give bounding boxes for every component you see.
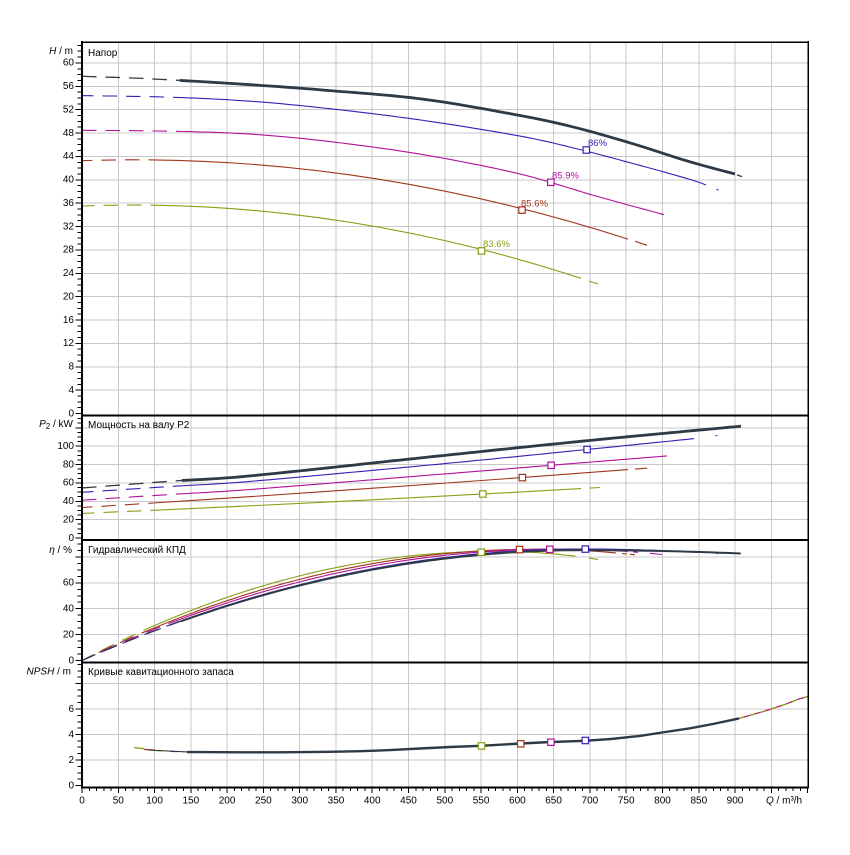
svg-text:16: 16 [63, 315, 75, 326]
svg-text:20: 20 [63, 291, 75, 302]
svg-text:50: 50 [113, 796, 125, 807]
svg-text:250: 250 [255, 796, 272, 807]
svg-text:60: 60 [63, 578, 75, 589]
svg-text:600: 600 [509, 796, 526, 807]
svg-text:60: 60 [63, 478, 75, 489]
svg-text:400: 400 [364, 796, 381, 807]
svg-text:8: 8 [68, 362, 74, 373]
svg-text:Мощность на валу P2: Мощность на валу P2 [88, 420, 190, 431]
svg-text:20: 20 [63, 514, 75, 525]
svg-text:η / %: η / % [49, 545, 72, 556]
svg-text:Q / m³/h: Q / m³/h [766, 796, 802, 807]
svg-text:750: 750 [618, 796, 635, 807]
svg-text:52: 52 [63, 105, 75, 116]
svg-text:12: 12 [63, 338, 75, 349]
svg-text:0: 0 [68, 408, 74, 419]
svg-text:80: 80 [63, 459, 75, 470]
svg-text:650: 650 [545, 796, 562, 807]
svg-text:0: 0 [68, 533, 74, 544]
svg-text:100: 100 [57, 441, 74, 452]
svg-text:150: 150 [182, 796, 199, 807]
svg-text:4: 4 [68, 729, 74, 740]
svg-text:44: 44 [63, 151, 75, 162]
svg-text:Напор: Напор [88, 48, 118, 59]
svg-text:Кривые кавитационного запаса: Кривые кавитационного запаса [88, 667, 234, 678]
svg-text:86%: 86% [588, 138, 608, 149]
svg-text:0: 0 [68, 780, 74, 791]
svg-text:700: 700 [582, 796, 599, 807]
svg-text:83.6%: 83.6% [483, 239, 510, 250]
svg-text:900: 900 [727, 796, 744, 807]
svg-text:56: 56 [63, 81, 75, 92]
svg-text:350: 350 [328, 796, 345, 807]
svg-text:24: 24 [63, 268, 75, 279]
svg-text:0: 0 [68, 655, 74, 666]
svg-text:40: 40 [63, 496, 75, 507]
svg-text:85.9%: 85.9% [552, 171, 579, 182]
svg-text:NPSH / m: NPSH / m [27, 667, 71, 678]
svg-text:28: 28 [63, 245, 75, 256]
svg-text:48: 48 [63, 128, 75, 139]
svg-text:6: 6 [68, 704, 74, 715]
svg-text:500: 500 [436, 796, 453, 807]
svg-text:450: 450 [400, 796, 417, 807]
svg-text:32: 32 [63, 221, 75, 232]
svg-text:36: 36 [63, 198, 75, 209]
svg-text:60: 60 [63, 58, 75, 69]
svg-text:20: 20 [63, 629, 75, 640]
svg-text:P2 / kW: P2 / kW [39, 419, 73, 431]
svg-text:800: 800 [654, 796, 671, 807]
svg-text:550: 550 [473, 796, 490, 807]
svg-text:H / m: H / m [49, 46, 73, 57]
svg-text:2: 2 [68, 755, 74, 766]
svg-text:0: 0 [79, 796, 85, 807]
svg-text:300: 300 [291, 796, 308, 807]
svg-text:40: 40 [63, 175, 75, 186]
svg-text:850: 850 [690, 796, 707, 807]
svg-text:Гидравлический КПД: Гидравлический КПД [88, 545, 186, 556]
svg-text:100: 100 [146, 796, 163, 807]
svg-text:200: 200 [219, 796, 236, 807]
svg-text:4: 4 [68, 385, 74, 396]
svg-text:40: 40 [63, 604, 75, 615]
